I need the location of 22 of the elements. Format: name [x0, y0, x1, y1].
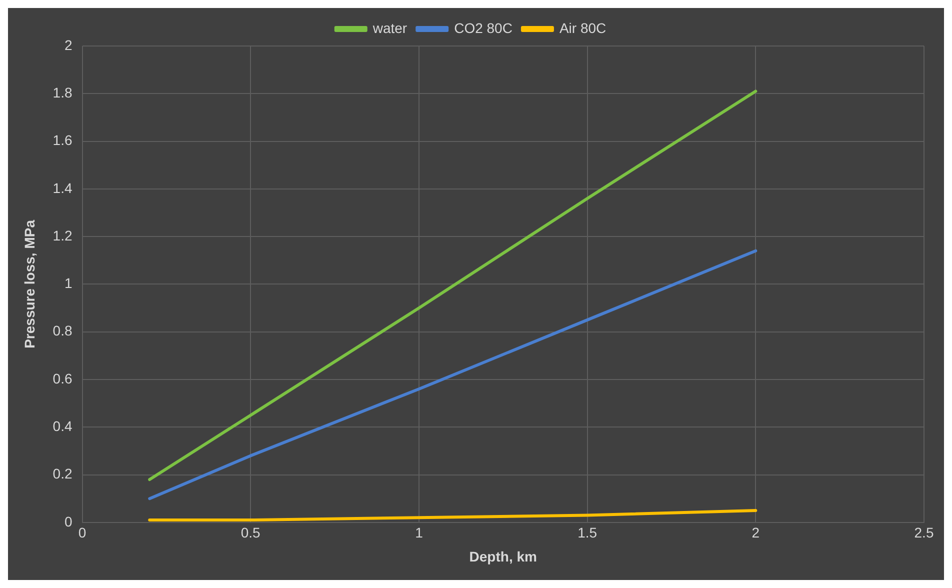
x-tick-label: 0: [78, 524, 86, 541]
legend-label: CO2 80C: [454, 20, 512, 36]
y-tick-label: 1.4: [52, 180, 72, 196]
x-tick-label: 2: [752, 524, 760, 541]
y-tick-label: 1.2: [52, 227, 72, 244]
x-tick-label: 1.5: [578, 524, 598, 541]
y-tick-label: 1.8: [52, 84, 72, 100]
y-tick-label: 1: [64, 275, 72, 292]
legend-label: Air 80C: [559, 20, 606, 36]
y-tick-label: 1.6: [52, 132, 72, 148]
x-axis-title: Depth, km: [469, 548, 537, 564]
y-tick-label: 2: [64, 36, 72, 53]
x-tick-label: 0.5: [240, 524, 261, 541]
y-tick-label: 0.8: [52, 322, 72, 339]
y-tick-label: 0: [64, 513, 72, 530]
y-tick-label: 0.2: [52, 466, 72, 482]
y-tick-label: 0.4: [52, 418, 72, 434]
x-tick-label: 1: [415, 524, 424, 541]
x-tick-label: 2.5: [914, 524, 934, 541]
y-axis-title: Pressure loss, MPa: [21, 220, 38, 348]
y-tick-label: 0.6: [52, 370, 72, 386]
legend-label: water: [372, 20, 408, 36]
